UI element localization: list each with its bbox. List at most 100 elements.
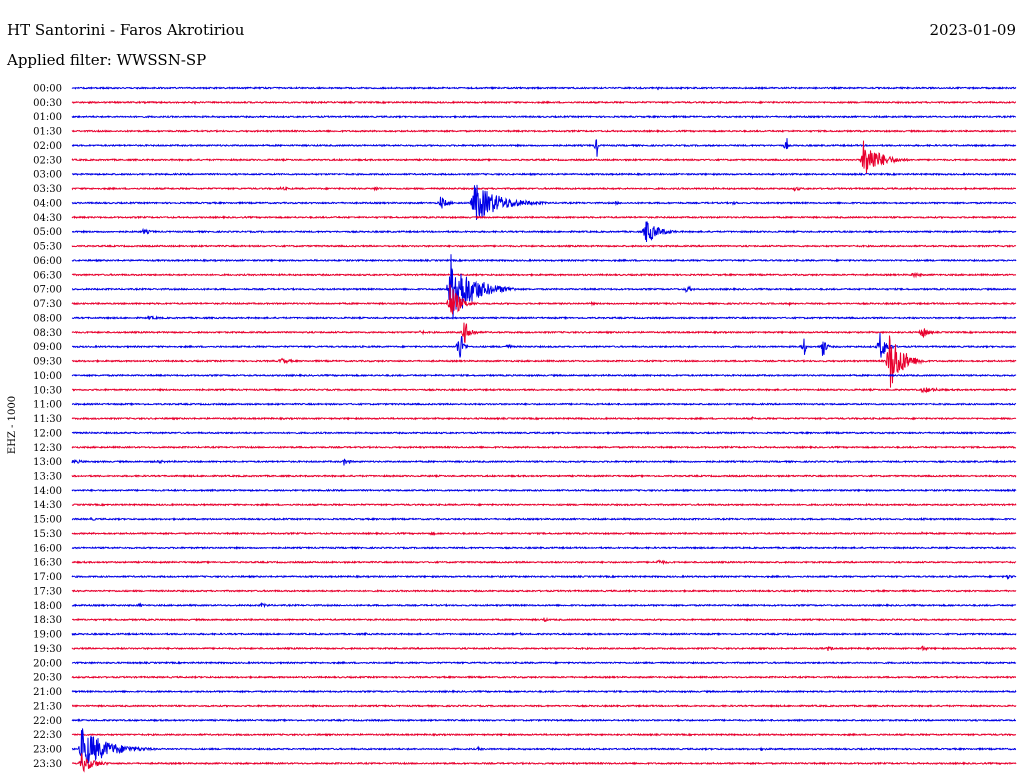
time-label: 12:00 — [33, 428, 62, 439]
seismic-trace — [71, 660, 1017, 665]
seismic-trace — [71, 100, 1016, 105]
seismic-trace — [71, 416, 1017, 421]
time-label: 15:00 — [33, 515, 62, 526]
station-title: HT Santorini - Faros Akrotiriou — [7, 21, 245, 39]
time-label: 16:00 — [33, 543, 62, 554]
time-label: 06:00 — [33, 256, 62, 267]
seismic-trace — [71, 753, 1017, 773]
seismic-trace — [71, 473, 1017, 479]
time-label: 08:00 — [33, 313, 62, 324]
seismic-trace — [71, 244, 1017, 249]
time-label: 15:30 — [33, 529, 62, 540]
time-label: 12:30 — [33, 443, 62, 454]
time-label: 21:00 — [33, 687, 62, 698]
seismic-trace — [71, 215, 1017, 220]
seismic-trace — [71, 559, 1017, 566]
time-label: 17:00 — [33, 572, 62, 583]
time-label: 00:00 — [33, 84, 62, 95]
seismic-trace — [71, 458, 1017, 466]
time-label: 23:00 — [33, 745, 62, 756]
time-label: 06:30 — [33, 270, 62, 281]
time-label: 03:30 — [33, 184, 62, 195]
time-label: 02:30 — [33, 155, 62, 166]
seismic-trace — [71, 588, 1017, 593]
seismic-trace — [71, 185, 1017, 192]
time-label: 11:00 — [33, 400, 62, 411]
time-label: 05:00 — [33, 227, 62, 238]
time-label: 10:30 — [33, 385, 62, 396]
seismic-trace — [71, 445, 1017, 450]
seismic-trace — [71, 254, 1017, 320]
seismic-trace — [71, 221, 1017, 243]
seismic-trace — [71, 531, 1017, 536]
seismic-trace — [71, 689, 1017, 694]
seismic-trace — [71, 138, 1017, 157]
seismic-trace — [71, 732, 1017, 737]
time-label: 22:30 — [33, 730, 62, 741]
seismic-trace — [71, 332, 1017, 358]
time-label: 19:00 — [33, 630, 62, 641]
time-label: 17:30 — [33, 586, 62, 597]
seismic-trace — [71, 502, 1017, 507]
seismic-trace — [71, 430, 1017, 435]
seismic-trace — [71, 335, 1017, 388]
time-label: 09:00 — [33, 342, 62, 353]
seismic-trace — [71, 184, 1017, 220]
seismic-trace — [71, 675, 1017, 680]
time-label: 13:30 — [33, 471, 62, 482]
time-label: 08:30 — [33, 328, 62, 339]
time-label: 07:00 — [33, 285, 62, 296]
seismic-trace — [71, 516, 1017, 522]
time-label: 19:30 — [33, 644, 62, 655]
time-label: 10:00 — [33, 371, 62, 382]
time-label: 04:00 — [33, 198, 62, 209]
time-label: 23:30 — [33, 759, 62, 770]
time-label: 16:30 — [33, 558, 62, 569]
seismic-trace — [71, 602, 1017, 609]
time-label: 21:30 — [33, 701, 62, 712]
time-label: 20:30 — [33, 673, 62, 684]
seismic-trace — [71, 728, 1017, 764]
seismic-trace — [71, 718, 1017, 723]
filter-label: Applied filter: WWSSN-SP — [6, 51, 206, 69]
seismic-trace — [71, 172, 1017, 177]
channel-axis-label: EHZ - 1000 — [7, 396, 18, 454]
time-label: 22:00 — [33, 716, 62, 727]
seismic-trace — [71, 574, 1017, 580]
seismic-trace — [71, 85, 1017, 91]
seismic-trace — [71, 373, 1017, 378]
seismic-trace — [71, 616, 1017, 623]
time-label: 03:00 — [33, 170, 62, 181]
time-label: 18:30 — [33, 615, 62, 626]
seismic-trace — [71, 703, 1017, 709]
time-label: 02:00 — [33, 141, 62, 152]
seismic-trace — [71, 258, 1017, 263]
seismic-trace — [71, 284, 1017, 315]
seismic-trace — [71, 128, 1017, 134]
time-label: 13:00 — [33, 457, 62, 468]
seismic-trace — [71, 545, 1017, 550]
time-label: 14:30 — [33, 500, 62, 511]
seismic-trace — [71, 114, 1016, 120]
time-label: 05:30 — [33, 242, 62, 253]
trace-lines — [71, 85, 1017, 773]
time-label: 01:00 — [33, 112, 62, 123]
seismic-trace — [71, 631, 1017, 637]
seismic-trace — [71, 488, 1017, 493]
time-label: 00:30 — [33, 98, 62, 109]
seismic-trace — [71, 140, 1017, 175]
seismic-trace — [71, 272, 1017, 279]
time-label: 09:30 — [33, 357, 62, 368]
time-label: 11:30 — [33, 414, 62, 425]
seismic-trace — [71, 387, 1017, 394]
time-label: 14:00 — [33, 486, 62, 497]
time-label: 04:30 — [33, 213, 62, 224]
seismic-trace — [71, 402, 1017, 407]
time-label: 01:30 — [33, 127, 62, 138]
seismic-trace — [71, 315, 1017, 321]
seismic-trace — [71, 645, 1017, 652]
time-label: 20:00 — [33, 658, 62, 669]
time-tick-labels: 00:00 00:30 01:00 01:30 02:00 02:30 03:00 03:30… — [33, 84, 62, 770]
date-label: 2023-01-09 — [930, 21, 1016, 39]
